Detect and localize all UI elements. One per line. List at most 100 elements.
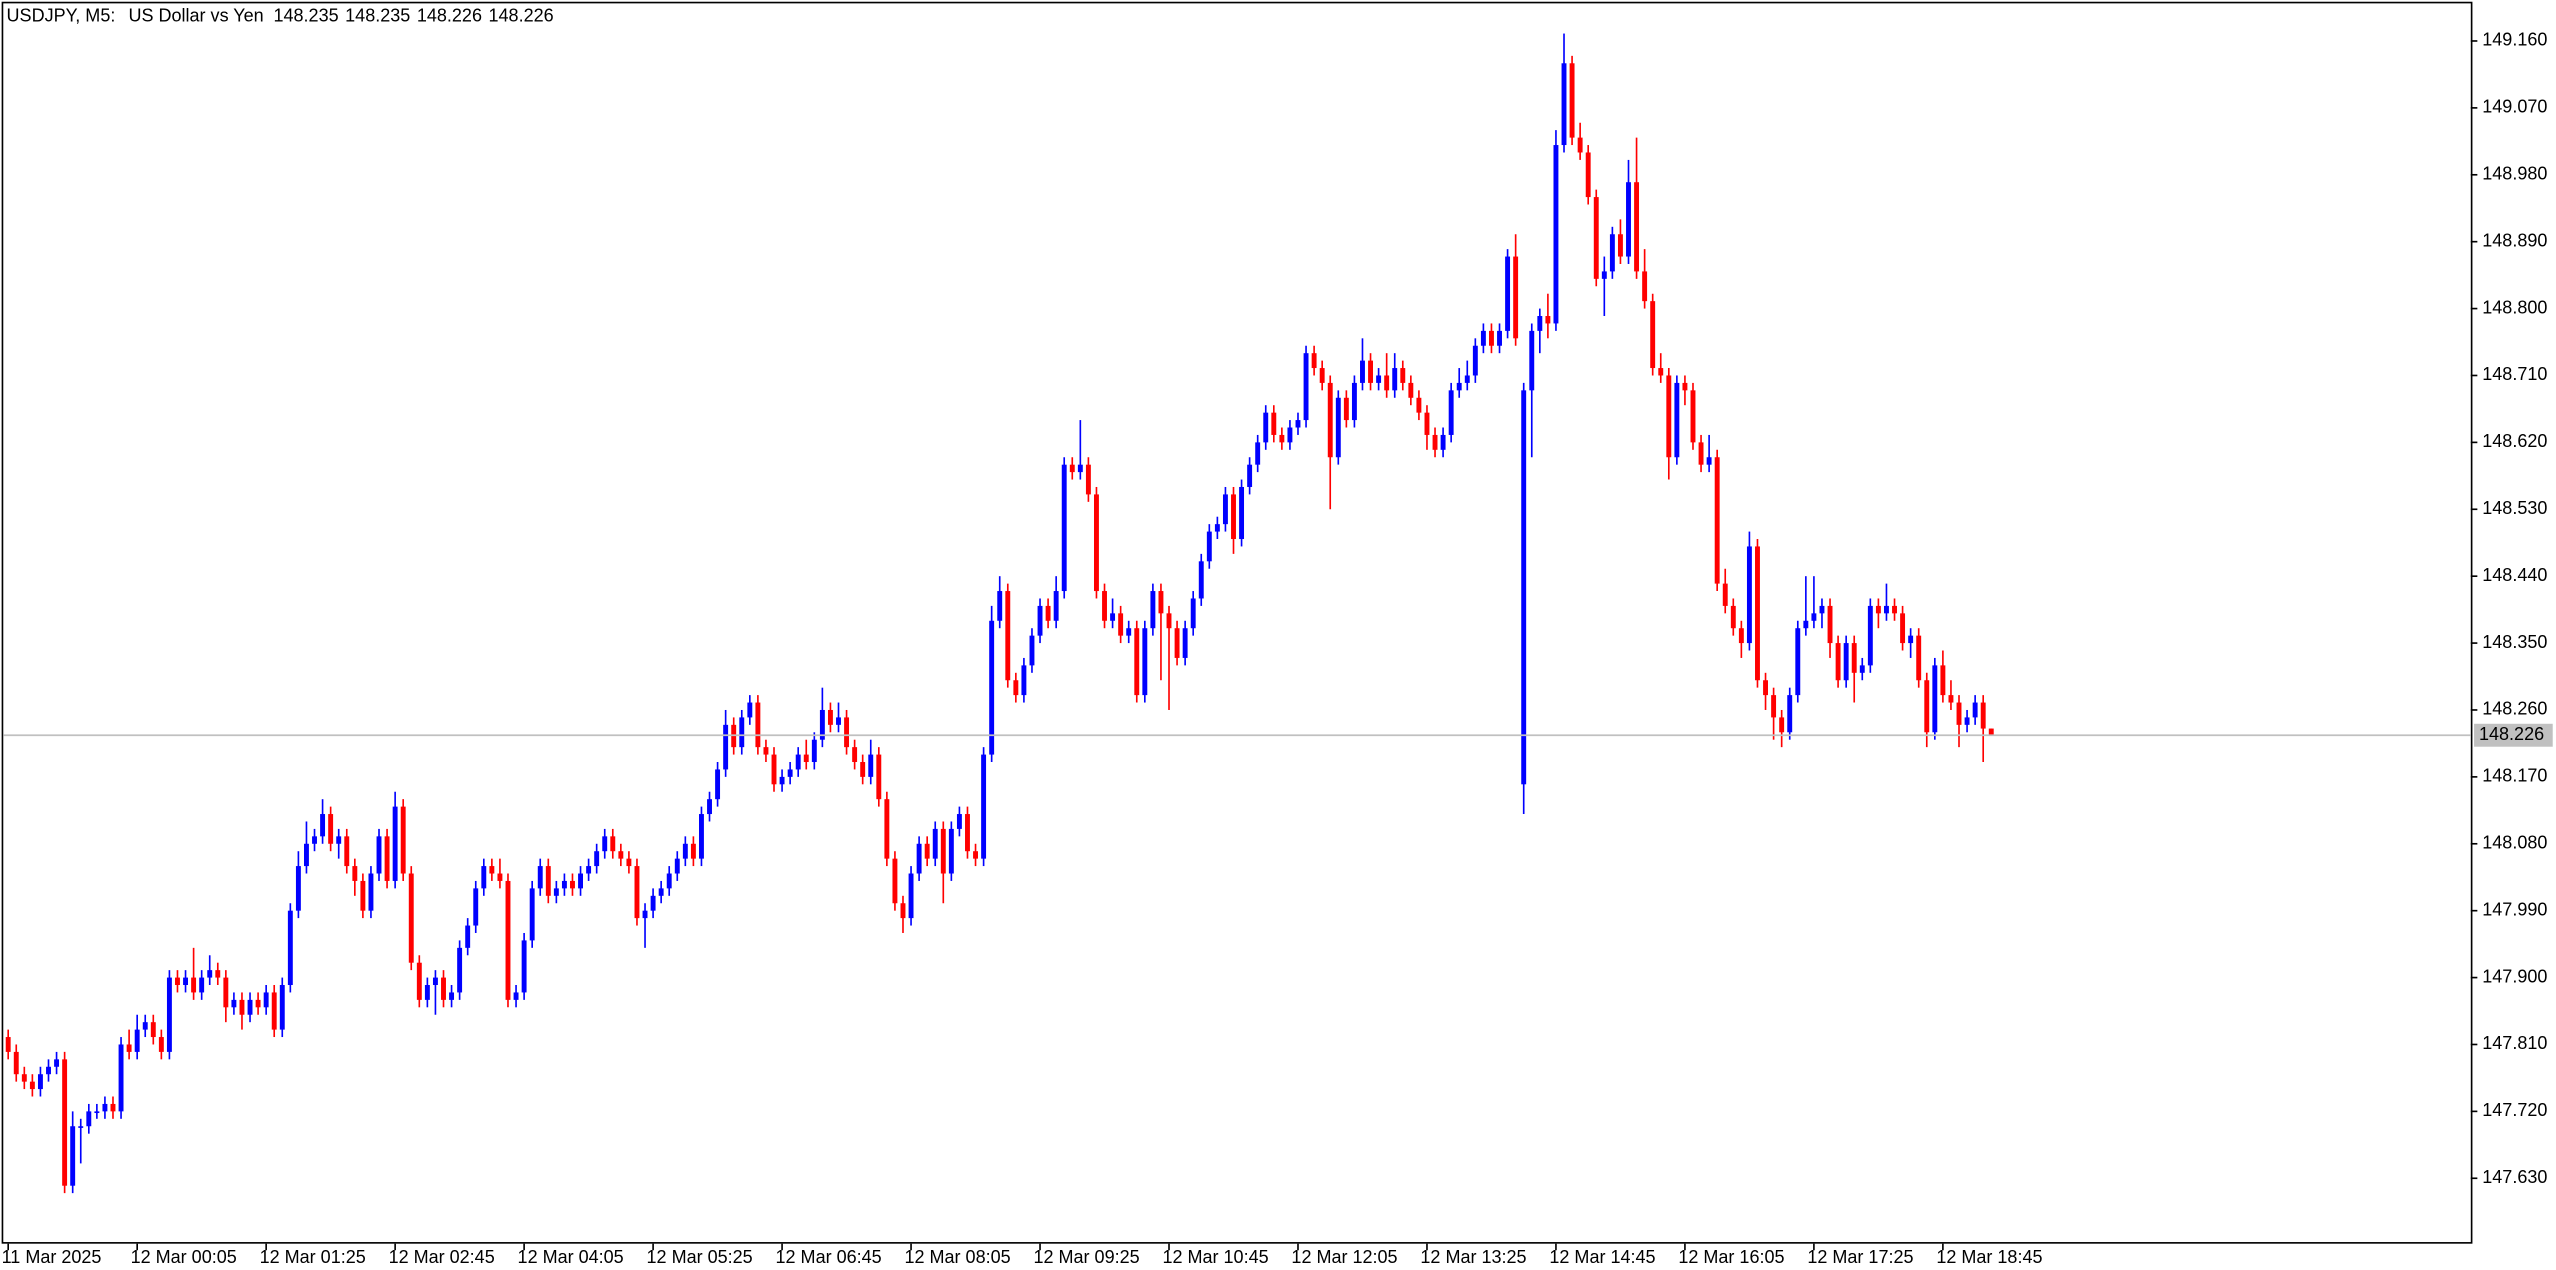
- candle-body: [1972, 702, 1978, 718]
- candle-body: [102, 1103, 108, 1112]
- candle-body: [981, 754, 987, 859]
- candle-body: [1642, 271, 1648, 302]
- candle-body: [578, 873, 583, 889]
- candle-body: [1037, 605, 1043, 636]
- candle-body: [1061, 464, 1067, 592]
- x-tick-label: 12 Mar 12:05: [1291, 1247, 1397, 1267]
- candle-body: [376, 836, 382, 874]
- candle-body: [1593, 197, 1599, 279]
- candle-body: [304, 843, 309, 867]
- candle-body: [1214, 524, 1220, 532]
- candle-body: [618, 851, 624, 859]
- header: USDJPY, M5: US Dollar vs Yen 148.235 148.23…: [7, 5, 554, 25]
- candle-body: [795, 754, 801, 770]
- candle-body: [1617, 234, 1623, 257]
- candle-body: [1013, 680, 1019, 696]
- candle-body: [932, 828, 938, 859]
- candle-body: [1980, 702, 1986, 729]
- x-tick-label: 12 Mar 04:05: [518, 1247, 624, 1267]
- candle-body: [1956, 702, 1962, 725]
- candle-body: [1875, 605, 1881, 614]
- candle-body: [1239, 486, 1245, 540]
- candle-body: [682, 843, 688, 859]
- candle-body: [1384, 375, 1390, 391]
- x-tick-label: 12 Mar 06:45: [776, 1247, 882, 1267]
- candle-body: [432, 977, 438, 986]
- x-tick-label: 12 Mar 01:25: [260, 1247, 366, 1267]
- candle-body: [521, 940, 527, 993]
- candle-body: [126, 1044, 132, 1052]
- candle-body: [1166, 613, 1172, 629]
- candle-body: [1884, 605, 1889, 614]
- candle-body: [118, 1044, 124, 1112]
- candle-body: [1795, 628, 1801, 696]
- candle-body: [827, 709, 833, 725]
- candle-body: [1182, 628, 1188, 658]
- candle-body: [1666, 375, 1672, 458]
- candle-body: [844, 717, 850, 748]
- candle-body: [561, 880, 567, 889]
- candle-body: [1134, 628, 1140, 696]
- candle-body: [811, 739, 817, 763]
- candle-body: [1118, 613, 1124, 636]
- candle-body: [1626, 182, 1631, 257]
- candle-body: [1198, 561, 1204, 599]
- y-tick-label: 147.810: [2482, 1033, 2547, 1053]
- candle-body: [46, 1066, 51, 1075]
- candle-body: [940, 828, 946, 874]
- candle-body: [779, 776, 785, 785]
- candle-body: [755, 702, 761, 748]
- candle-body: [1553, 145, 1559, 324]
- candle-body: [1763, 680, 1768, 696]
- y-tick-label: 148.620: [2482, 431, 2547, 451]
- candle-body: [642, 910, 648, 919]
- candle-body: [666, 873, 672, 889]
- candle-body: [545, 866, 551, 896]
- candle-body: [62, 1059, 68, 1186]
- bid-label: 148.226: [2479, 724, 2544, 744]
- candle-body: [1150, 591, 1156, 629]
- candle-body: [1650, 301, 1656, 369]
- candle-body: [1376, 375, 1382, 383]
- candle-body: [1368, 360, 1373, 383]
- y-tick-label: 147.900: [2482, 966, 2547, 986]
- candle-body: [570, 880, 575, 889]
- x-tick-label: 12 Mar 14:45: [1549, 1247, 1655, 1267]
- candle-body: [956, 814, 962, 829]
- candle-body: [392, 806, 398, 881]
- candle-body: [489, 866, 495, 874]
- candle-body: [158, 1037, 164, 1052]
- plot: [5, 33, 1994, 1194]
- candle-body: [1206, 531, 1212, 562]
- candle-body: [29, 1081, 35, 1090]
- candle-body: [175, 977, 180, 986]
- candle-body: [1174, 628, 1180, 658]
- x-tick-label: 12 Mar 13:25: [1420, 1247, 1526, 1267]
- candle-body: [1360, 360, 1365, 383]
- y-tick-label: 148.890: [2482, 230, 2547, 250]
- candle-body: [747, 702, 753, 718]
- candle-body: [594, 851, 600, 867]
- ohlc-high: 148.235: [345, 5, 410, 25]
- candle-body: [1271, 412, 1277, 435]
- candle-body: [416, 962, 422, 1000]
- candle-body: [1102, 591, 1107, 621]
- candle-body: [892, 858, 898, 904]
- x-tick-label: 12 Mar 05:25: [647, 1247, 753, 1267]
- candle-body: [1940, 665, 1946, 696]
- candle-body: [1964, 717, 1970, 725]
- candle-body: [1351, 382, 1357, 421]
- x-tick-label: 12 Mar 00:05: [131, 1247, 237, 1267]
- candle-body: [166, 977, 172, 1052]
- candle-body: [699, 814, 704, 859]
- candle-body: [1738, 628, 1744, 644]
- candle-body: [497, 873, 503, 881]
- y-tick-label: 148.170: [2482, 766, 2547, 786]
- candle-body: [836, 717, 841, 725]
- candle-body: [1714, 457, 1720, 584]
- candle-body: [997, 591, 1003, 621]
- candle-body: [1142, 628, 1148, 696]
- candle-body: [529, 888, 535, 941]
